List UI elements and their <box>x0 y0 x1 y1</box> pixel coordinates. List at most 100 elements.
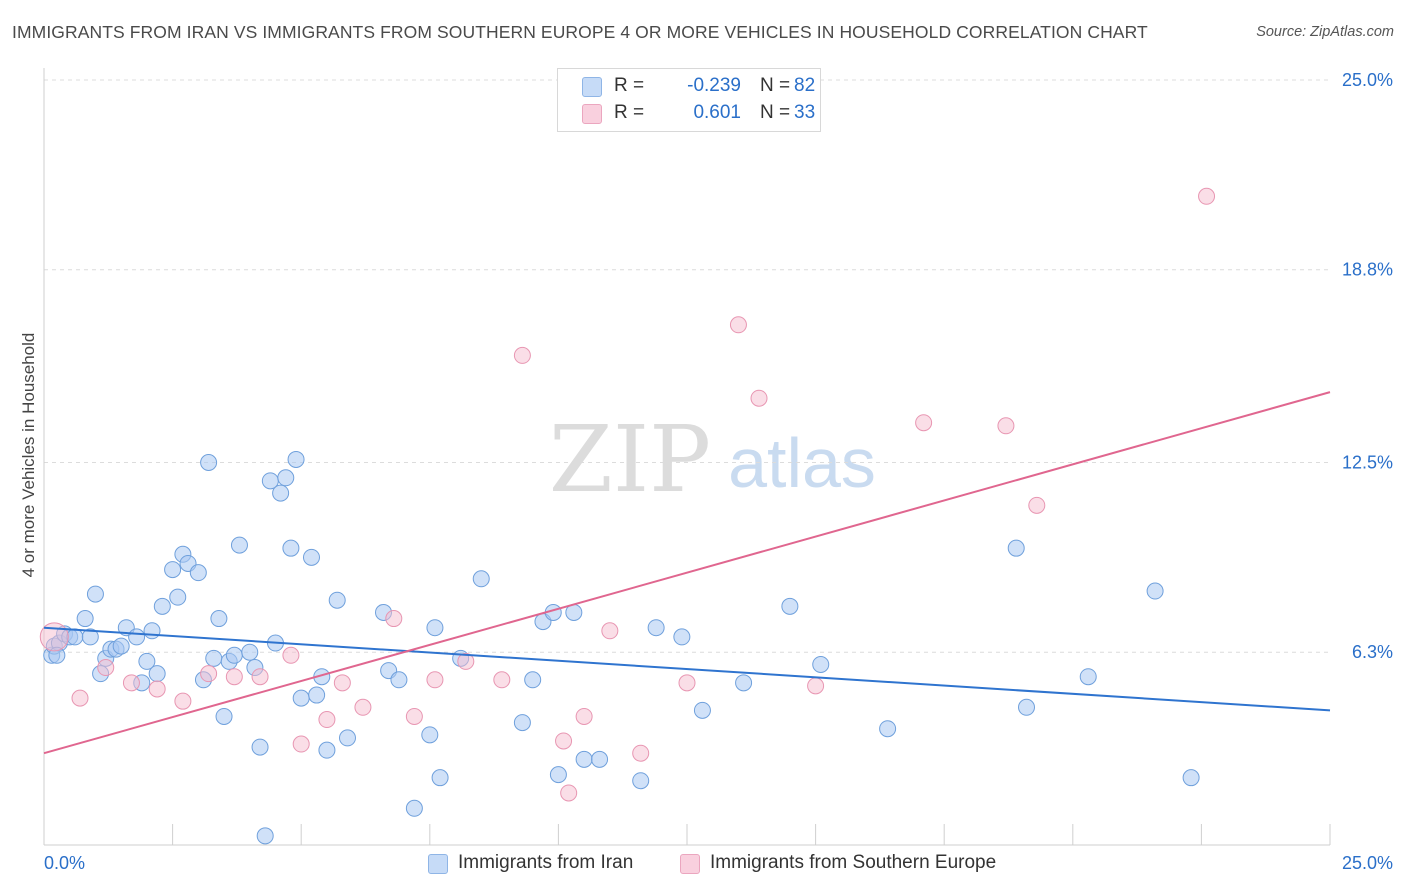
legend-n-label: N = <box>760 75 791 96</box>
point-iran-55 <box>421 726 439 744</box>
point-iran-68 <box>632 772 650 790</box>
point-southern-europe-8 <box>251 668 269 686</box>
point-iran-17 <box>138 652 156 670</box>
point-iran-5 <box>66 628 84 646</box>
point-iran-49 <box>328 591 346 609</box>
point-iran-32 <box>225 646 243 664</box>
point-southern-europe-19 <box>513 346 531 364</box>
point-iran-45 <box>302 548 320 566</box>
point-southern-europe-15 <box>405 707 423 725</box>
point-iran-25 <box>189 564 207 582</box>
point-iran-75 <box>879 720 897 738</box>
y-tick-label-3: 25.0% <box>1342 70 1393 90</box>
point-iran-43 <box>287 450 305 468</box>
legend-n-value: 33 <box>794 102 816 123</box>
point-southern-europe-26 <box>729 316 747 334</box>
point-iran-29 <box>210 610 228 628</box>
point-iran-40 <box>272 484 290 502</box>
point-iran-54 <box>405 799 423 817</box>
axes <box>43 68 1331 846</box>
point-southern-europe-23 <box>601 622 619 640</box>
point-iran-66 <box>575 750 593 768</box>
point-southern-europe-25 <box>678 674 696 692</box>
point-southern-europe-5 <box>174 692 192 710</box>
x-tick-label-0: 0.0% <box>44 853 85 873</box>
point-southern-europe-11 <box>318 711 336 729</box>
y-tick-label-1: 12.5% <box>1342 453 1393 473</box>
point-iran-60 <box>513 714 531 732</box>
point-southern-europe-24 <box>632 744 650 762</box>
point-iran-46 <box>308 686 326 704</box>
point-southern-europe-4 <box>148 680 166 698</box>
point-iran-50 <box>338 729 356 747</box>
point-iran-36 <box>251 738 269 756</box>
point-iran-61 <box>524 671 542 689</box>
watermark-atlas: atlas <box>728 424 876 502</box>
watermark-zip: ZIP <box>549 406 711 513</box>
point-iran-8 <box>86 585 104 603</box>
trend-line-southern-europe <box>43 391 1331 755</box>
bottom-legend-label-southern-europe: Immigrants from Southern Europe <box>710 852 997 873</box>
point-iran-69 <box>647 619 665 637</box>
trend-line-iran <box>43 626 1331 712</box>
point-iran-27 <box>200 454 218 471</box>
tick-labels: 0.0% 25.0% 6.3% 12.5% 18.8% 25.0% <box>44 70 1393 873</box>
point-iran-21 <box>164 561 182 579</box>
point-iran-18 <box>143 622 161 640</box>
point-iran-28 <box>205 649 223 667</box>
legend-n-value: 82 <box>794 75 816 96</box>
y-tick-label-0: 6.3% <box>1352 642 1393 662</box>
point-southern-europe-7 <box>225 668 243 686</box>
x-tick-label-1: 25.0% <box>1342 853 1393 873</box>
legend-r-label: R = <box>614 102 645 123</box>
legend-r-value: 0.601 <box>693 102 741 123</box>
bottom-legend-swatch-southern-europe <box>680 854 700 874</box>
bottom-legend-swatch-iran <box>428 854 448 874</box>
legend-swatch-southern-europe <box>582 104 602 124</box>
point-iran-80 <box>1182 769 1200 787</box>
point-southern-europe-28 <box>807 677 825 695</box>
point-southern-europe-3 <box>122 674 140 692</box>
source-label: Source: ZipAtlas.com <box>1256 24 1394 40</box>
point-iran-44 <box>292 689 310 707</box>
point-iran-67 <box>591 750 609 768</box>
point-southern-europe-10 <box>292 735 310 753</box>
point-iran-34 <box>241 643 259 661</box>
point-iran-41 <box>277 469 295 487</box>
correlation-legend: R = -0.239 N = 82 R = 0.601 N = 33 <box>557 68 821 132</box>
point-southern-europe-2 <box>97 659 115 677</box>
point-iran-15 <box>128 628 146 646</box>
legend-n-label: N = <box>760 102 791 123</box>
point-southern-europe-21 <box>560 784 578 802</box>
point-iran-57 <box>431 769 449 787</box>
point-southern-europe-27 <box>750 389 768 407</box>
point-iran-56 <box>426 619 444 637</box>
point-iran-73 <box>781 597 799 615</box>
point-southern-europe-14 <box>385 610 403 628</box>
point-iran-74 <box>812 655 830 673</box>
point-iran-22 <box>169 588 187 606</box>
point-southern-europe-9 <box>282 646 300 664</box>
point-iran-42 <box>282 539 300 557</box>
point-iran-30 <box>215 707 233 725</box>
point-southern-europe-12 <box>333 674 351 692</box>
point-iran-19 <box>148 665 166 683</box>
point-iran-33 <box>230 536 248 554</box>
point-iran-79 <box>1146 582 1164 600</box>
point-southern-europe-20 <box>555 732 573 750</box>
chart-title: IMMIGRANTS FROM IRAN VS IMMIGRANTS FROM … <box>12 22 1148 42</box>
point-iran-70 <box>673 628 691 646</box>
point-southern-europe-32 <box>1198 187 1216 205</box>
point-iran-48 <box>318 741 336 759</box>
point-southern-europe-29 <box>915 414 933 432</box>
point-iran-20 <box>153 597 171 615</box>
point-iran-13 <box>112 637 130 655</box>
point-iran-37 <box>256 827 274 845</box>
point-southern-europe-16 <box>426 671 444 689</box>
legend-swatch-iran <box>582 77 602 97</box>
point-southern-europe-13 <box>354 698 372 716</box>
point-iran-78 <box>1079 668 1097 686</box>
point-iran-77 <box>1018 698 1036 716</box>
point-southern-europe-22 <box>575 707 593 725</box>
